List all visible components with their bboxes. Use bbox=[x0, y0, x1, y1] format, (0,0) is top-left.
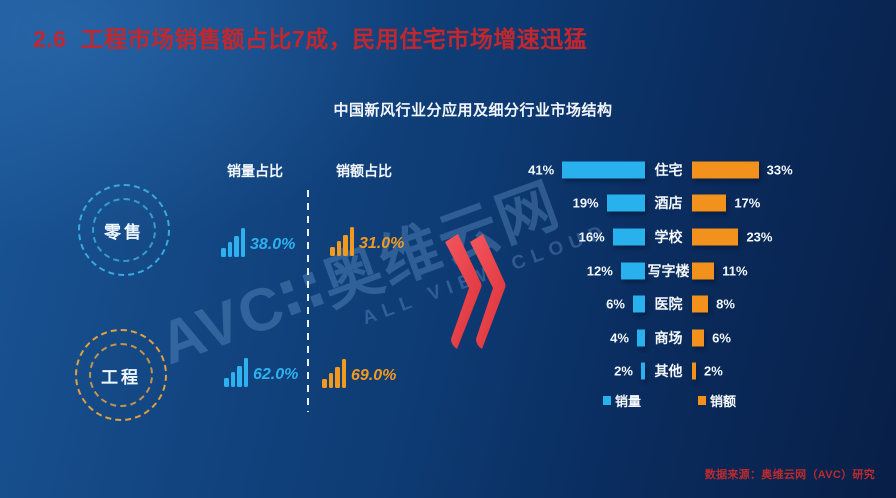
title-text: 工程市场销售额占比7成，民用住宅市场增速迅猛 bbox=[80, 26, 588, 52]
industry-chart: 41% 住宅 33% 19% 酒店 17% 16% 学校 23% 12% 写字楼 11% 6% 医院 8% 4… bbox=[520, 153, 896, 415]
volume-bar bbox=[612, 228, 645, 246]
chart-title: 中国新风行业分应用及细分行业市场结构 bbox=[333, 102, 613, 119]
engineering-circle: 工程 bbox=[75, 329, 167, 421]
engineering-label: 工程 bbox=[101, 367, 141, 387]
bar-chart-icon bbox=[224, 356, 248, 387]
engineering-volume-metric: 62.0% bbox=[224, 356, 298, 387]
amount-pct-label: 6% bbox=[712, 330, 731, 346]
volume-share-header: 销量占比 bbox=[227, 163, 283, 179]
volume-pct-label: 4% bbox=[610, 330, 629, 346]
chart-row: 2% 其他 2% bbox=[520, 355, 896, 389]
volume-bar bbox=[636, 329, 645, 347]
chart-row: 4% 商场 6% bbox=[520, 321, 896, 355]
volume-bar bbox=[620, 262, 645, 280]
legend-volume-label: 销量 bbox=[615, 394, 642, 409]
chart-row: 12% 写字楼 11% bbox=[520, 254, 896, 288]
chart-row: 41% 住宅 33% bbox=[520, 153, 896, 187]
amount-bar bbox=[692, 329, 705, 347]
volume-pct-label: 16% bbox=[578, 229, 605, 245]
amount-pct-label: 2% bbox=[704, 363, 723, 379]
retail-label: 零售 bbox=[104, 222, 144, 242]
retail-amount-metric: 31.0% bbox=[330, 225, 404, 256]
bar-chart-icon bbox=[322, 357, 346, 388]
volume-bar bbox=[640, 362, 645, 380]
amount-bar bbox=[692, 262, 715, 280]
engineering-amount-value: 69.0% bbox=[351, 367, 397, 384]
data-source: 数据来源：奥维云网（AVC）研究 bbox=[704, 469, 875, 481]
legend-amount-swatch bbox=[698, 396, 706, 405]
volume-pct-label: 6% bbox=[606, 296, 625, 312]
engineering-amount-metric: 69.0% bbox=[322, 357, 396, 388]
chart-row: 6% 医院 8% bbox=[520, 287, 896, 321]
chart-row: 16% 学校 23% bbox=[520, 220, 896, 254]
chart-rows: 41% 住宅 33% 19% 酒店 17% 16% 学校 23% 12% 写字楼 11% 6% 医院 8% 4… bbox=[520, 153, 896, 388]
amount-pct-label: 11% bbox=[722, 263, 748, 279]
category-label: 商场 bbox=[654, 329, 683, 346]
retail-outer-ring bbox=[78, 184, 170, 276]
retail-amount-value: 31.0% bbox=[359, 235, 405, 252]
retail-inner-ring bbox=[92, 198, 156, 262]
retail-volume-value: 38.0% bbox=[250, 236, 296, 253]
chart-row: 19% 酒店 17% bbox=[520, 187, 896, 221]
volume-bar bbox=[632, 295, 645, 313]
section-number: 2.6 bbox=[33, 26, 67, 52]
category-label: 酒店 bbox=[654, 195, 683, 212]
retail-volume-metric: 38.0% bbox=[221, 226, 295, 257]
legend-amount-label: 销额 bbox=[710, 394, 737, 409]
category-label: 其他 bbox=[654, 363, 683, 380]
retail-circle: 零售 bbox=[78, 184, 170, 276]
engineering-volume-value: 62.0% bbox=[253, 366, 299, 383]
amount-bar bbox=[692, 228, 739, 246]
chart-legend: 销量 销额 bbox=[520, 391, 896, 411]
amount-bar bbox=[692, 362, 697, 380]
page-title: 2.6 工程市场销售额占比7成，民用住宅市场增速迅猛 bbox=[33, 20, 587, 54]
legend-volume-swatch bbox=[603, 396, 611, 405]
dashed-divider bbox=[307, 190, 309, 412]
fast-forward-arrows-icon bbox=[445, 234, 506, 349]
amount-pct-label: 8% bbox=[716, 296, 735, 312]
amount-pct-label: 33% bbox=[766, 162, 793, 178]
amount-bar bbox=[692, 194, 727, 212]
legend-volume: 销量 bbox=[603, 391, 641, 410]
category-label: 写字楼 bbox=[647, 262, 690, 279]
category-label: 学校 bbox=[654, 228, 683, 245]
bar-chart-icon bbox=[221, 226, 245, 257]
volume-pct-label: 41% bbox=[528, 162, 555, 178]
volume-pct-label: 2% bbox=[614, 363, 633, 379]
amount-pct-label: 23% bbox=[746, 229, 773, 245]
category-label: 医院 bbox=[654, 296, 683, 313]
legend-amount: 销额 bbox=[698, 391, 736, 410]
bar-chart-icon bbox=[330, 225, 354, 256]
amount-bar bbox=[692, 295, 709, 313]
volume-pct-label: 19% bbox=[572, 195, 599, 211]
amount-bar bbox=[692, 161, 759, 179]
amount-share-header: 销额占比 bbox=[336, 163, 392, 179]
volume-pct-label: 12% bbox=[586, 263, 613, 279]
engineering-outer-ring bbox=[75, 329, 167, 421]
volume-bar bbox=[562, 161, 645, 179]
category-label: 住宅 bbox=[654, 161, 683, 178]
engineering-inner-ring bbox=[89, 343, 153, 407]
amount-pct-label: 17% bbox=[734, 195, 761, 211]
volume-bar bbox=[606, 194, 645, 212]
